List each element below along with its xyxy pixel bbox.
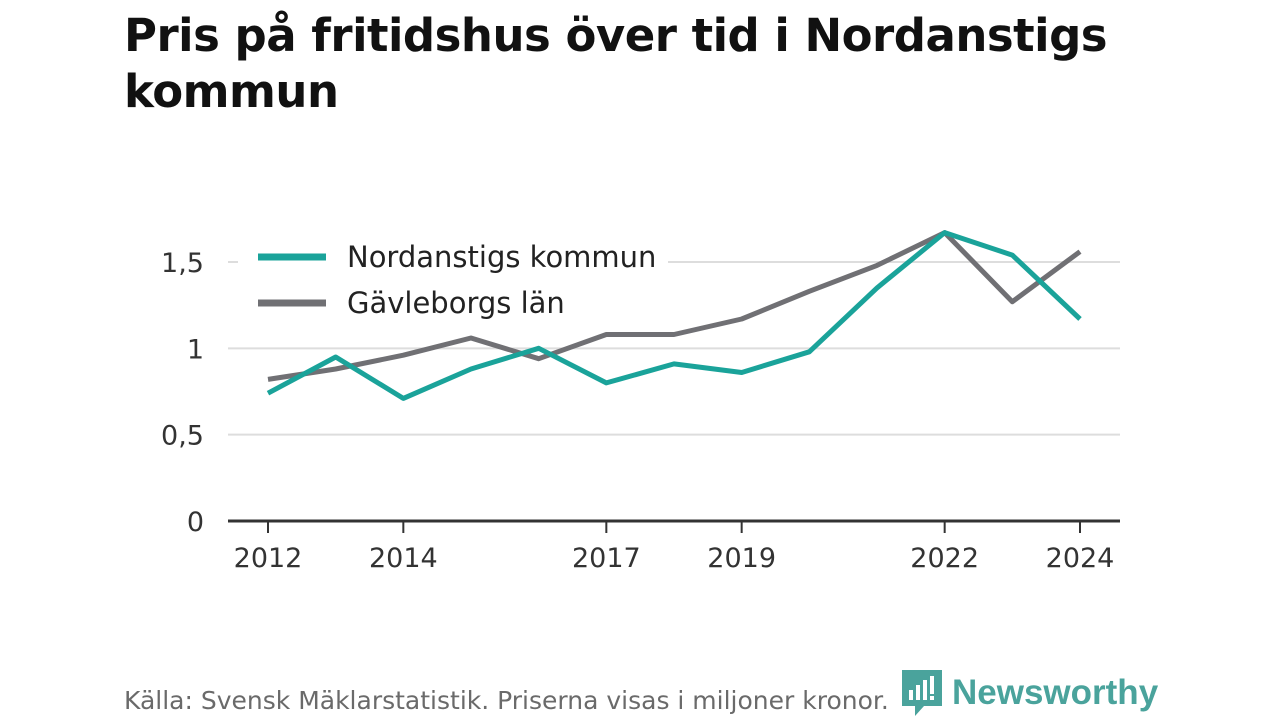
- legend-background: [238, 232, 668, 330]
- x-tick-label: 2019: [707, 543, 776, 574]
- source-note: Källa: Svensk Mäklarstatistik. Priserna …: [124, 686, 889, 715]
- y-tick-label: 1,5: [161, 248, 204, 279]
- legend-label: Gävleborgs län: [347, 286, 565, 320]
- newsworthy-logo-icon: [902, 670, 942, 716]
- brand-logo: Newsworthy: [902, 670, 1158, 716]
- legend: Nordanstigs kommun Gävleborgs län: [238, 232, 668, 330]
- series-line: [266, 230, 1082, 401]
- chart-title: Pris på fritidshus över tid i Nordanstig…: [124, 9, 1108, 118]
- brand-name: Newsworthy: [952, 673, 1159, 712]
- x-tick-label: 2022: [910, 543, 979, 574]
- x-axis: 2012 2014 2017 2019 2022 2024: [228, 519, 1120, 574]
- y-tick-label: 0,5: [161, 421, 204, 452]
- x-tick-label: 2017: [572, 543, 641, 574]
- y-tick-label: 1: [187, 334, 204, 365]
- x-tick-label: 2012: [234, 543, 303, 574]
- series-lines: [266, 230, 1082, 401]
- x-tick-label: 2024: [1046, 543, 1115, 574]
- y-tick-label: 0: [187, 507, 204, 538]
- y-axis-ticks: 0 0,5 1 1,5: [161, 248, 204, 538]
- x-tick-label: 2014: [369, 543, 438, 574]
- legend-label: Nordanstigs kommun: [347, 240, 656, 274]
